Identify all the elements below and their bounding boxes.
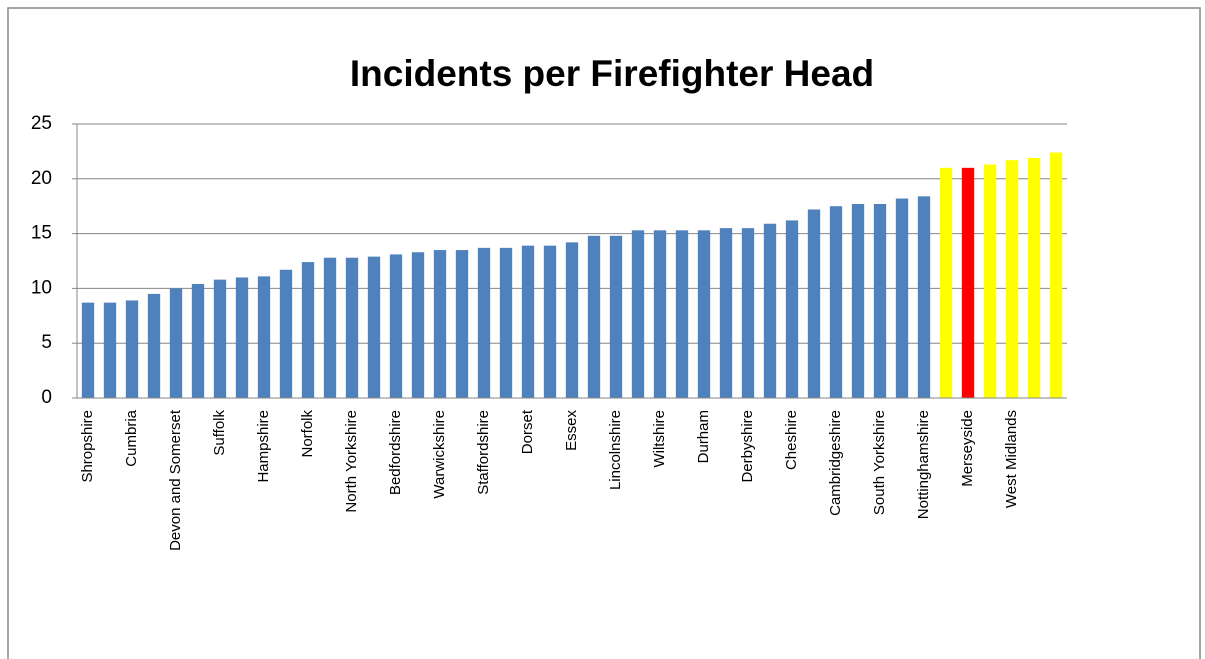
bar [741,228,755,398]
bar [587,235,601,398]
x-tick-label: Suffolk [211,410,228,456]
bar [917,196,931,398]
bar [895,198,909,398]
x-tick-label: West Midlands [1003,410,1020,508]
y-tick-label: 10 [31,277,52,298]
bar [235,277,249,398]
bar [1027,157,1041,398]
x-tick-label: Shropshire [79,410,96,483]
bar [1049,152,1063,398]
x-tick-label: Warwickshire [431,410,448,499]
bar [631,230,645,398]
x-tick-label: South Yorkshire [871,410,888,515]
x-tick-label: Cambridgeshire [827,410,844,516]
bar [873,204,887,398]
bar [455,250,469,398]
bar [279,269,293,398]
bar [1005,160,1019,398]
bar [653,230,667,398]
bar [609,235,623,398]
bar [433,250,447,398]
x-tick-label: Cumbria [123,409,140,466]
x-tick-label: Norfolk [299,410,316,458]
x-tick-label: Dorset [519,409,536,454]
x-tick-label: Lincolnshire [607,410,624,490]
bar [521,245,535,398]
bar [675,230,689,398]
bar [939,167,953,398]
y-tick-label: 20 [31,168,52,189]
chart-title: Incidents per Firefighter Head [350,53,874,94]
chart-frame [7,7,1201,659]
bar [807,209,821,398]
x-tick-label: Bedfordshire [387,410,404,495]
bar [851,204,865,398]
x-tick-label: Merseyside [959,410,976,487]
bar [125,300,139,398]
bar [829,206,843,398]
bar [719,228,733,398]
x-tick-label: Cheshire [783,410,800,470]
bar [301,262,315,398]
x-tick-label: Staffordshire [475,410,492,495]
y-tick-label: 25 [31,113,52,134]
x-tick-label: Hampshire [255,410,272,483]
bar [785,220,799,398]
x-tick-label: Wiltshire [651,410,668,468]
bar [543,245,557,398]
bar [411,252,425,398]
bar [191,284,205,398]
bar [81,302,95,398]
y-tick-label: 5 [41,332,52,353]
bar [499,247,513,398]
bar [389,254,403,398]
bar [147,293,161,398]
bar [961,167,975,398]
bar [697,230,711,398]
bar [477,247,491,398]
bar [169,288,183,398]
y-tick-label: 0 [41,387,52,408]
bar [257,276,271,398]
x-tick-label: North Yorkshire [343,410,360,513]
bar [103,302,117,398]
x-tick-label: Devon and Somerset [167,409,184,551]
bar [213,279,227,398]
bar [565,242,579,398]
x-tick-label: Nottinghamshire [915,410,932,519]
bar [763,223,777,398]
bar [983,164,997,398]
x-tick-label: Essex [563,410,580,451]
x-tick-label: Durham [695,410,712,463]
x-tick-label: Derbyshire [739,410,756,483]
y-tick-label: 15 [31,223,52,244]
bar [367,256,381,398]
bar [323,257,337,398]
bar [345,257,359,398]
